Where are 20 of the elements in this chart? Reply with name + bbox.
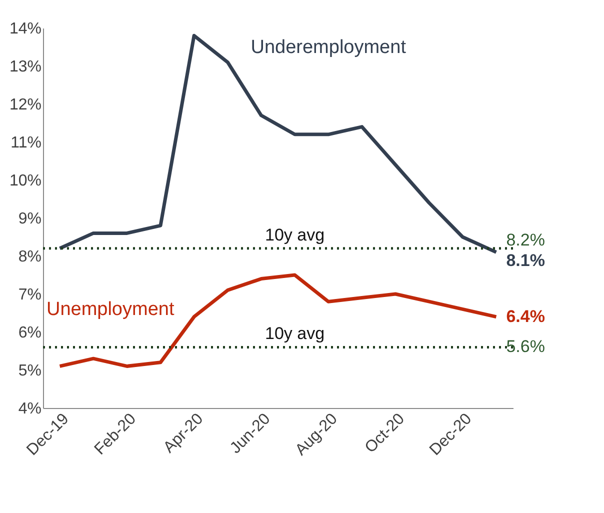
y-tick-label: 8% [18,248,42,266]
annotation: 5.6% [506,337,545,356]
y-tick-label: 12% [9,96,42,114]
y-tick-label: 11% [10,134,42,152]
ref-line-label: 10y avg [265,225,325,244]
data-label: 8.1% [506,251,545,270]
series-label: Unemployment [46,299,175,320]
y-tick-label: 14% [9,20,42,38]
data-label: 6.4% [506,306,545,326]
y-tick-label: 13% [9,58,42,76]
y-tick-label: 5% [18,362,42,380]
y-tick-label: 10% [9,172,42,190]
y-tick-label: 4% [18,400,42,418]
line-series [58,34,498,254]
y-tick-label: 9% [18,210,42,228]
series-label: Underemployment [250,37,407,58]
annotation: 8.2% [506,230,545,250]
y-tick-label: 6% [18,324,42,342]
y-tick-label: 7% [18,286,42,304]
ref-line-label: 10y avg [265,324,325,344]
